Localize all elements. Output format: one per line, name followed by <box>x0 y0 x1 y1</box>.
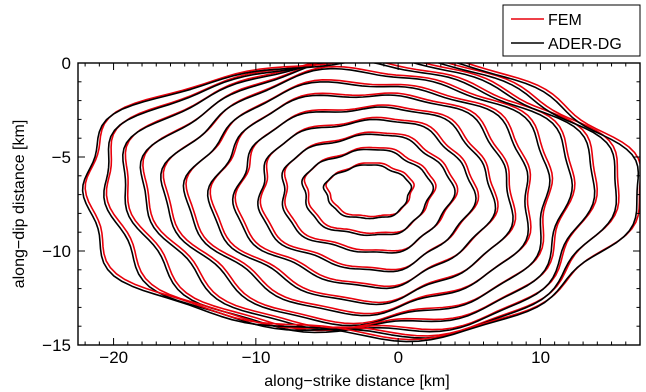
legend: FEM ADER-DG <box>502 4 641 57</box>
ader-dg-contour-line <box>301 148 435 237</box>
ader-dg-contour-line <box>206 94 514 306</box>
fem-contour-line <box>185 79 532 315</box>
y-tick-label: −10 <box>42 242 71 261</box>
fem-contour-line <box>105 63 620 337</box>
x-tick-label: −20 <box>99 348 128 367</box>
ader-dg-contour-line <box>231 106 497 290</box>
axis-ticks <box>78 62 641 346</box>
contour-lines <box>81 63 640 343</box>
ader-dg-contour-line <box>281 133 456 254</box>
y-tick-label: 0 <box>62 54 71 73</box>
y-tick-labels: 0 −5 −10 −15 <box>42 54 71 355</box>
ader-dg-contour-line <box>122 63 596 334</box>
fem-contour-line <box>325 162 415 218</box>
ader-dg-contour-line <box>139 63 574 332</box>
ader-dg-contour-line <box>322 164 413 220</box>
y-tick-label: −5 <box>52 148 71 167</box>
plot-frame <box>77 62 641 346</box>
legend-label-fem: FEM <box>548 12 582 29</box>
fem-contour-line <box>142 63 576 330</box>
legend-box <box>502 4 641 57</box>
legend-label-ader-dg: ADER-DG <box>548 36 622 53</box>
fem-contour-line <box>162 65 554 325</box>
x-tick-label: 10 <box>531 348 550 367</box>
fem-contour-line <box>259 116 480 271</box>
fem-contour-line <box>84 63 640 341</box>
fem-contour-line <box>209 92 517 304</box>
x-tick-label: −10 <box>242 348 271 367</box>
x-tick-label: 0 <box>394 348 403 367</box>
y-tick-label: −15 <box>42 336 71 355</box>
ader-dg-contour-line <box>257 118 477 273</box>
ader-dg-contour-line <box>81 63 640 343</box>
x-axis-label: along−strike distance [km] <box>264 373 449 390</box>
ader-dg-contour-line <box>103 63 618 339</box>
x-tick-labels: −20 −10 0 10 <box>99 348 550 367</box>
ader-dg-contour-line <box>160 67 551 327</box>
ader-dg-contour-line <box>182 81 530 317</box>
y-axis-label: along−dip distance [km] <box>11 120 28 289</box>
